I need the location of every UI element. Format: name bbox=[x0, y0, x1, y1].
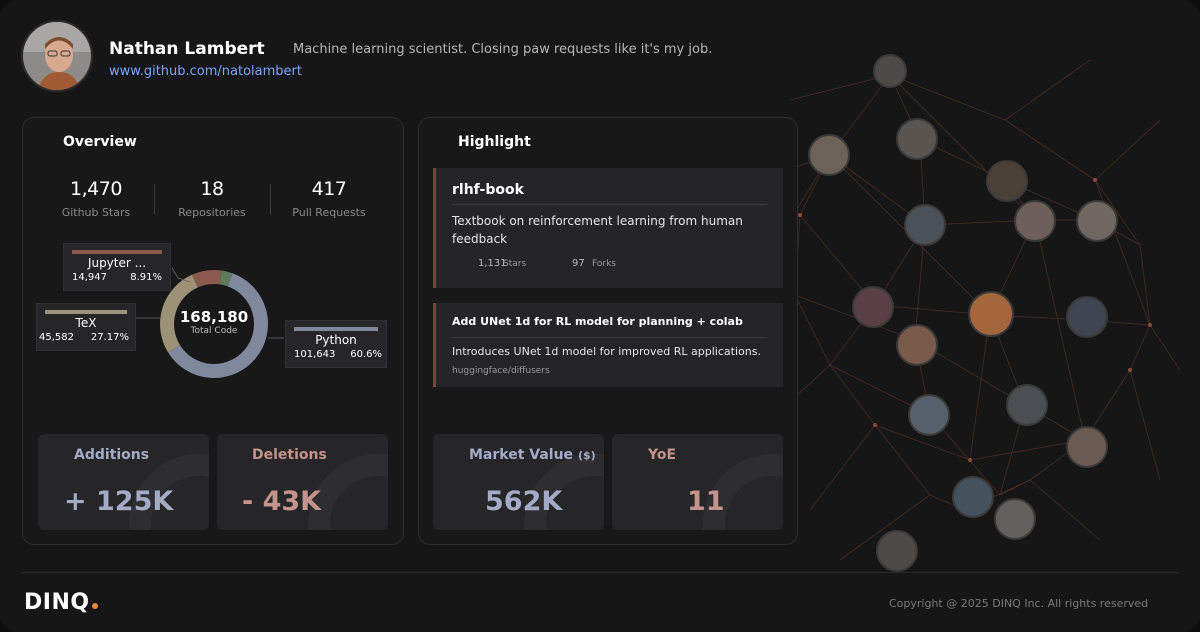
legend-pct: 27.17% bbox=[90, 332, 129, 343]
legend-pct: 60.6% bbox=[350, 349, 382, 360]
additions-label: Additions bbox=[74, 447, 150, 463]
collaborator-avatar[interactable] bbox=[908, 394, 950, 436]
market-value-label-text: Market Value bbox=[469, 447, 574, 463]
legend-lines: 45,582 bbox=[39, 332, 74, 343]
highlight-title: Highlight bbox=[458, 134, 531, 150]
donut-total-label: Total Code bbox=[190, 326, 238, 336]
legend-name: TeX bbox=[75, 316, 97, 330]
pr-repo: huggingface/diffusers bbox=[452, 366, 550, 376]
github-link[interactable]: www.github.com/natolambert bbox=[109, 64, 302, 79]
pr-description: Introduces UNet 1d model for improved RL… bbox=[452, 345, 761, 358]
collaborator-avatar[interactable] bbox=[1076, 200, 1118, 242]
donut-slice-other bbox=[219, 270, 233, 287]
collaborator-avatar[interactable] bbox=[986, 160, 1028, 202]
collaborator-avatar[interactable] bbox=[1006, 384, 1048, 426]
legend-color-bar bbox=[45, 310, 127, 314]
divider bbox=[452, 337, 767, 338]
language-donut-chart bbox=[160, 270, 268, 378]
market-value-unit: ($) bbox=[577, 449, 596, 462]
legend-name: Python bbox=[315, 333, 357, 347]
profile-bio: Machine learning scientist. Closing paw … bbox=[293, 42, 713, 57]
deletions-label: Deletions bbox=[252, 447, 327, 463]
copyright: Copyright @ 2025 DINQ Inc. All rights re… bbox=[889, 597, 1149, 610]
logo-dot bbox=[91, 603, 98, 609]
stat-label: Github Stars bbox=[61, 206, 131, 219]
footer-divider bbox=[22, 572, 1178, 573]
collaborator-avatar[interactable] bbox=[968, 291, 1014, 337]
collaborator-network bbox=[740, 40, 1200, 580]
stat-value: 417 bbox=[311, 178, 347, 200]
collaborator-avatar[interactable] bbox=[808, 134, 850, 176]
collaborator-avatar[interactable] bbox=[852, 286, 894, 328]
repo-forks-label: Forks bbox=[592, 259, 616, 269]
yoe-label: YoE bbox=[648, 447, 677, 463]
pr-title: Add UNet 1d for RL model for planning + … bbox=[452, 315, 743, 328]
donut-slice-tex bbox=[160, 274, 199, 353]
collaborator-avatar[interactable] bbox=[896, 118, 938, 160]
collaborator-avatar[interactable] bbox=[1066, 426, 1108, 468]
stat-label: Pull Requests bbox=[292, 206, 366, 219]
donut-total: 168,180 bbox=[179, 308, 249, 326]
stat-repositories: 18 Repositories bbox=[157, 178, 267, 219]
stat-value: 18 bbox=[200, 178, 224, 200]
overview-title: Overview bbox=[63, 134, 137, 150]
collaborator-avatar[interactable] bbox=[952, 476, 994, 518]
collaborator-avatar[interactable] bbox=[1066, 296, 1108, 338]
collaborator-avatar[interactable] bbox=[873, 54, 907, 88]
donut-slice-python bbox=[168, 273, 268, 378]
repo-name: rlhf-book bbox=[452, 182, 524, 198]
repo-stars-value: 1,131 bbox=[478, 258, 507, 269]
legend-color-bar bbox=[72, 250, 162, 254]
stat-divider bbox=[154, 184, 155, 214]
additions-tile: Additions + 125K bbox=[38, 434, 209, 530]
repo-description: Textbook on reinforcement learning from … bbox=[452, 214, 743, 246]
dinq-logo[interactable]: DINQ bbox=[24, 590, 98, 615]
stat-label: Repositories bbox=[178, 206, 246, 219]
divider bbox=[452, 204, 767, 205]
profile-name: Nathan Lambert bbox=[109, 39, 265, 59]
legend-color-bar bbox=[294, 327, 378, 331]
collaborator-avatar[interactable] bbox=[876, 530, 918, 572]
collaborator-avatar[interactable] bbox=[896, 324, 938, 366]
collaborator-avatar[interactable] bbox=[904, 204, 946, 246]
repo-forks-value: 97 bbox=[572, 258, 585, 269]
yoe-value: 11 bbox=[687, 486, 725, 517]
profile-avatar-image bbox=[23, 22, 91, 90]
repo-card[interactable]: rlhf-book Textbook on reinforcement lear… bbox=[433, 168, 783, 288]
donut-leader-lines bbox=[135, 267, 284, 339]
yoe-tile: YoE 11 bbox=[612, 434, 783, 530]
profile-avatar bbox=[21, 20, 93, 92]
legend-lines: 14,947 bbox=[72, 272, 107, 283]
legend-tex: TeX 45,582 27.17% bbox=[36, 303, 136, 351]
stat-github-stars: 1,470 Github Stars bbox=[41, 178, 151, 219]
legend-pct: 8.91% bbox=[130, 272, 162, 283]
legend-name: Jupyter ... bbox=[87, 256, 147, 270]
legend-jupyter: Jupyter ... 14,947 8.91% bbox=[63, 243, 171, 291]
stat-pull-requests: 417 Pull Requests bbox=[274, 178, 384, 219]
additions-value: + 125K bbox=[64, 486, 174, 517]
legend-python: Python 101,643 60.6% bbox=[285, 320, 387, 368]
market-value-tile: Market Value ($) 562K bbox=[433, 434, 604, 530]
donut-slice-jupyter bbox=[192, 270, 222, 288]
collaborator-avatar[interactable] bbox=[994, 498, 1036, 540]
stat-value: 1,470 bbox=[70, 178, 122, 200]
repo-stars-label: Stars bbox=[503, 259, 527, 269]
deletions-tile: Deletions - 43K bbox=[217, 434, 388, 530]
legend-lines: 101,643 bbox=[294, 349, 336, 360]
market-value-value: 562K bbox=[485, 486, 563, 517]
deletions-value: - 43K bbox=[242, 486, 322, 517]
pr-card[interactable]: Add UNet 1d for RL model for planning + … bbox=[433, 303, 783, 387]
stat-divider bbox=[270, 184, 271, 214]
collaborator-avatar[interactable] bbox=[1014, 200, 1056, 242]
market-value-label: Market Value ($) bbox=[469, 447, 596, 463]
logo-text: DINQ bbox=[24, 590, 90, 615]
